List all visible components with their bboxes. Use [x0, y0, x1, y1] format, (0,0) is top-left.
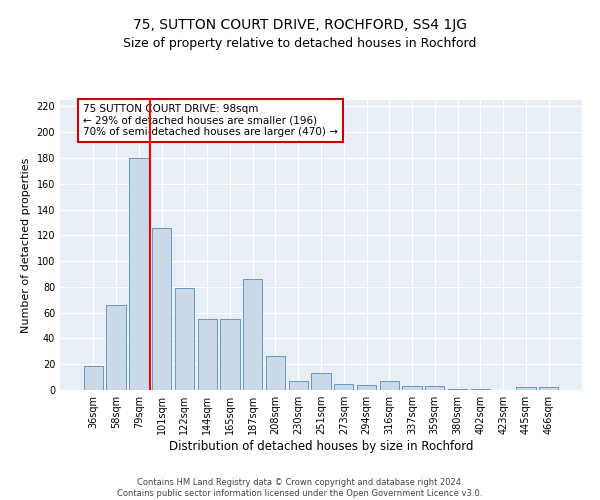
Bar — [175, 288, 194, 390]
Text: 75, SUTTON COURT DRIVE, ROCHFORD, SS4 1JG: 75, SUTTON COURT DRIVE, ROCHFORD, SS4 1J… — [133, 18, 467, 32]
Bar — [106, 305, 126, 390]
Bar — [266, 356, 285, 390]
Bar — [243, 279, 262, 390]
Bar — [84, 366, 103, 390]
Bar — [152, 228, 172, 390]
Bar — [311, 373, 331, 390]
Y-axis label: Number of detached properties: Number of detached properties — [21, 158, 31, 332]
Text: Contains HM Land Registry data © Crown copyright and database right 2024.
Contai: Contains HM Land Registry data © Crown c… — [118, 478, 482, 498]
Bar — [220, 319, 239, 390]
Bar — [403, 386, 422, 390]
Bar — [516, 388, 536, 390]
Bar — [289, 381, 308, 390]
Bar — [470, 388, 490, 390]
Text: Size of property relative to detached houses in Rochford: Size of property relative to detached ho… — [124, 38, 476, 51]
Bar — [129, 158, 149, 390]
Bar — [334, 384, 353, 390]
X-axis label: Distribution of detached houses by size in Rochford: Distribution of detached houses by size … — [169, 440, 473, 453]
Bar — [357, 385, 376, 390]
Text: 75 SUTTON COURT DRIVE: 98sqm
← 29% of detached houses are smaller (196)
70% of s: 75 SUTTON COURT DRIVE: 98sqm ← 29% of de… — [83, 104, 338, 137]
Bar — [197, 319, 217, 390]
Bar — [448, 388, 467, 390]
Bar — [539, 388, 558, 390]
Bar — [425, 386, 445, 390]
Bar — [380, 381, 399, 390]
